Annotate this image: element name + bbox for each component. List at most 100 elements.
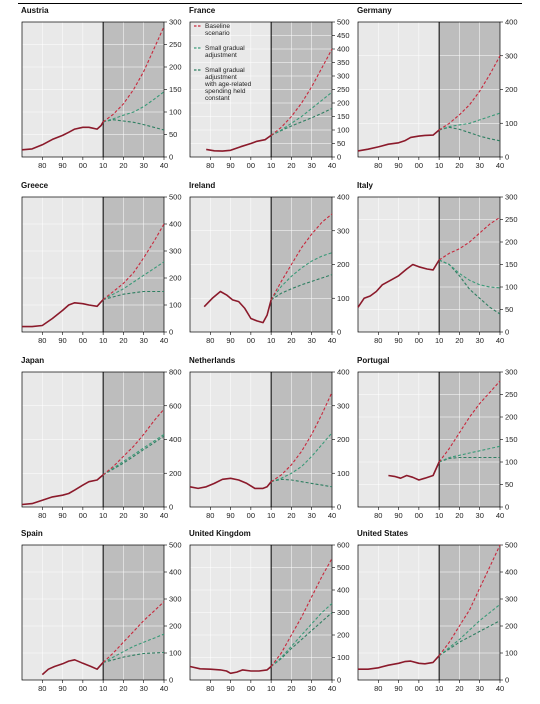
y-tick-label: 800	[169, 368, 182, 377]
y-tick-label: 300	[337, 401, 350, 410]
y-tick-label: 100	[337, 653, 350, 662]
panel-netherlands: Netherlands 0 100 200 300 400 80 90 00 10 20 30 40	[186, 350, 352, 520]
series-small-gradual-line	[270, 91, 333, 136]
y-tick-label: 100	[337, 469, 350, 478]
top-rule	[18, 3, 522, 4]
y-tick-label: 600	[169, 401, 182, 410]
chart-svg: 0 50 100 150 200 250 300 80 90 00 10 20 30 40	[357, 193, 518, 345]
chart-svg: 0 50 100 150 200 250 300 80 90 00 10 20 30 40	[21, 18, 182, 170]
y-tick-label: 150	[505, 260, 518, 269]
panel-united-kingdom: United Kingdom 0 100 200 300 400 500 600 80 90 00 1…	[186, 523, 352, 693]
chart-svg: 0 100 200 300 400 500 80 90 00 10 20 30 40	[21, 541, 182, 693]
panel-greece: Greece 0 100 200 300 400 500 80 90 00 10 20 30 40	[18, 175, 184, 345]
series-baseline-line	[438, 544, 501, 657]
x-tick-label: 40	[160, 161, 168, 170]
y-tick-label: 100	[169, 301, 182, 310]
chart-svg: 0 200 400 600 800 80 90 00 10 20 30 40	[21, 368, 182, 520]
x-tick-label: 30	[476, 161, 484, 170]
panel-title: Japan	[21, 356, 45, 365]
y-tick-label: 600	[337, 541, 350, 550]
series-history-line	[22, 299, 104, 328]
x-tick-label: 00	[415, 511, 423, 520]
y-tick-label: 50	[169, 130, 177, 139]
y-tick-label: 200	[505, 622, 518, 631]
y-tick-label: 400	[337, 586, 350, 595]
x-tick-label: 10	[267, 336, 275, 345]
x-tick-label: 20	[455, 161, 463, 170]
y-tick-label: 200	[169, 274, 182, 283]
x-tick-label: 80	[374, 684, 382, 693]
y-tick-label: 500	[337, 563, 350, 572]
y-tick-label: 200	[169, 63, 182, 72]
x-tick-label: 80	[206, 336, 214, 345]
x-tick-label: 40	[496, 511, 504, 520]
x-tick-label: 20	[287, 511, 295, 520]
x-tick-label: 40	[160, 336, 168, 345]
x-tick-label: 30	[308, 336, 316, 345]
x-tick-label: 80	[206, 161, 214, 170]
series-baseline-line	[102, 408, 165, 476]
x-tick-label: 90	[58, 336, 66, 345]
y-tick-label: 400	[337, 45, 350, 54]
panel-title: United States	[357, 529, 409, 538]
y-tick-label: 500	[169, 541, 182, 550]
x-tick-label: 10	[99, 684, 107, 693]
x-tick-label: 90	[394, 684, 402, 693]
y-tick-label: 50	[505, 305, 513, 314]
x-tick-label: 40	[496, 684, 504, 693]
series-baseline-line	[270, 48, 333, 136]
series-small-gradual-age-line	[102, 119, 165, 131]
y-tick-label: 100	[505, 119, 518, 128]
y-tick-label: 100	[505, 283, 518, 292]
x-tick-label: 30	[140, 161, 148, 170]
x-tick-label: 90	[226, 161, 234, 170]
panel-france: France 0 50 100 150 200 250 300 350 400 450 500 80 90…	[186, 0, 352, 170]
x-tick-label: 80	[374, 336, 382, 345]
x-tick-label: 10	[267, 161, 275, 170]
legend: Baseline scenario Small gradual adjustment S…	[194, 23, 252, 102]
series-small-gradual-line	[102, 633, 165, 663]
x-tick-label: 20	[119, 161, 127, 170]
y-tick-label: 200	[337, 631, 350, 640]
y-tick-label: 0	[169, 676, 173, 685]
x-tick-label: 20	[455, 684, 463, 693]
y-tick-label: 100	[169, 108, 182, 117]
y-tick-label: 200	[169, 469, 182, 478]
series-small-gradual-age-line	[438, 620, 501, 657]
x-tick-label: 90	[58, 161, 66, 170]
y-tick-label: 200	[169, 622, 182, 631]
y-tick-label: 150	[337, 112, 350, 121]
chart-svg: 0 50 100 150 200 250 300 350 400 450 500 80 90 00 10 20…	[189, 18, 350, 170]
x-tick-label: 80	[38, 161, 46, 170]
x-tick-label: 20	[455, 511, 463, 520]
x-tick-label: 20	[119, 336, 127, 345]
x-tick-label: 10	[435, 336, 443, 345]
x-tick-label: 30	[308, 511, 316, 520]
x-tick-label: 80	[374, 511, 382, 520]
series-history-line	[21, 121, 104, 151]
x-tick-label: 20	[119, 684, 127, 693]
x-tick-label: 90	[394, 336, 402, 345]
x-tick-label: 30	[140, 511, 148, 520]
panel-title: Greece	[21, 181, 49, 190]
plot-frame	[21, 196, 165, 333]
x-tick-label: 20	[287, 336, 295, 345]
x-tick-label: 80	[206, 684, 214, 693]
y-tick-label: 50	[337, 139, 345, 148]
x-tick-label: 00	[415, 161, 423, 170]
y-tick-label: 100	[169, 649, 182, 658]
panel-united-states: United States 0 100 200 300 400 500 80 90 00 10 20 3…	[354, 523, 520, 693]
series-small-gradual-line	[270, 432, 333, 483]
x-tick-label: 20	[287, 684, 295, 693]
x-tick-label: 00	[79, 511, 87, 520]
y-tick-label: 0	[505, 328, 509, 337]
y-tick-label: 250	[505, 390, 518, 399]
y-tick-label: 500	[505, 541, 518, 550]
plot-frame	[357, 544, 501, 681]
y-tick-label: 250	[169, 40, 182, 49]
plot-frame	[21, 544, 165, 681]
x-tick-label: 90	[58, 684, 66, 693]
x-tick-label: 40	[496, 161, 504, 170]
x-tick-label: 00	[79, 336, 87, 345]
y-tick-label: 0	[337, 676, 341, 685]
